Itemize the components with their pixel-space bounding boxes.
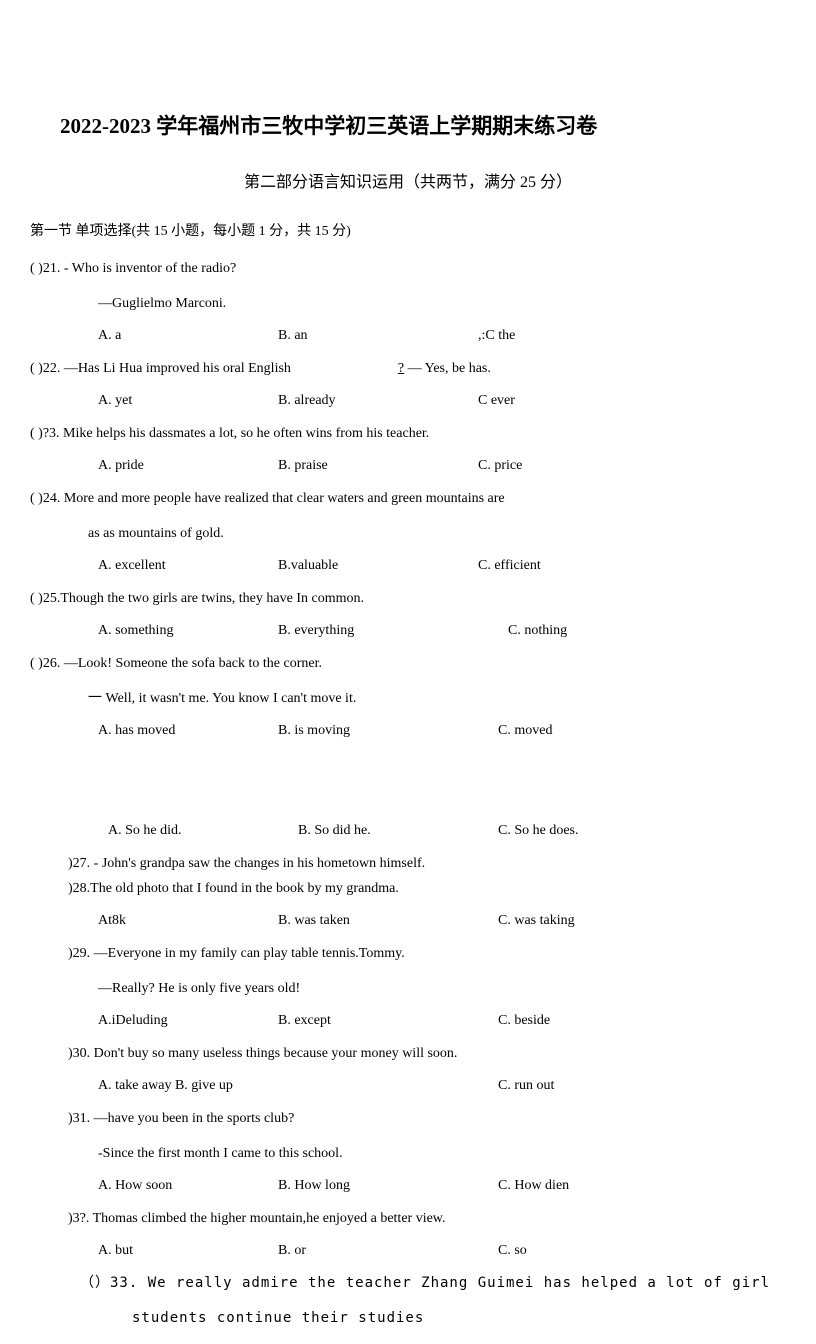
q28-options: At8k B. was taken C. was taking (30, 913, 786, 929)
q24-text: ( )24. More and more people have realize… (30, 488, 786, 509)
section-header: 第一节 单项选择(共 15 小题，每小题 1 分，共 15 分) (30, 220, 786, 240)
q22-opt-a: A. yet (98, 393, 278, 409)
q28-text: )28.The old photo that I found in the bo… (30, 878, 786, 899)
q31-opt-a: A. How soon (98, 1178, 278, 1194)
q22-blank: ? (398, 361, 404, 376)
q22-text: ( )22. —Has Li Hua improved his oral Eng… (30, 358, 786, 379)
q24-line2: as as mountains of gold. (30, 523, 786, 544)
q21-options: A. a B. an ,:C the (30, 328, 786, 344)
q33-text: （）33. We really admire the teacher Zhang… (30, 1273, 786, 1294)
q26-opt-b: B. is moving (278, 723, 498, 739)
q23-opt-c: C. price (478, 458, 786, 474)
q24-options: A. excellent B.valuable C. efficient (30, 558, 786, 574)
q32-opt-c: C. so (498, 1243, 786, 1259)
q29-opt-b: B. except (278, 1013, 498, 1029)
q32-opt-a: A. but (98, 1243, 278, 1259)
q23-text: ( )?3. Mike helps his dassmates a lot, s… (30, 423, 786, 444)
question-24: ( )24. More and more people have realize… (30, 488, 786, 574)
q30-opt-c: C. run out (498, 1078, 786, 1094)
q26-options: A. has moved B. is moving C. moved (30, 723, 786, 739)
question-29: )29. —Everyone in my family can play tab… (30, 943, 786, 1029)
q27-text: )27. - John's grandpa saw the changes in… (30, 853, 786, 874)
q27pre-options: A. So he did. B. So did he. C. So he doe… (30, 823, 786, 839)
question-30: )30. Don't buy so many useless things be… (30, 1043, 786, 1094)
q32-options: A. but B. or C. so (30, 1243, 786, 1259)
q30-opt-ab: A. take away B. give up (98, 1078, 498, 1094)
q24-opt-b: B.valuable (278, 558, 478, 574)
q32-text: )3?. Thomas climbed the higher mountain,… (30, 1208, 786, 1229)
q29-opt-c: C. beside (498, 1013, 786, 1029)
question-27-pre: A. So he did. B. So did he. C. So he doe… (30, 823, 786, 839)
q33-line2: students continue their studies (30, 1308, 786, 1329)
question-22: ( )22. —Has Li Hua improved his oral Eng… (30, 358, 786, 409)
q31-opt-c: C. How dien (498, 1178, 786, 1194)
q28-opt-c: C. was taking (498, 913, 786, 929)
q27pre-opt-c: C. So he does. (498, 823, 786, 839)
q29-options: A.iDeluding B. except C. beside (30, 1013, 786, 1029)
q22-options: A. yet B. already C ever (30, 393, 786, 409)
q30-text: )30. Don't buy so many useless things be… (30, 1043, 786, 1064)
q26-text: ( )26. —Look! Someone the sofa back to t… (30, 653, 786, 674)
q25-options: A. something B. everything C. nothing (30, 623, 786, 639)
q28-opt-a: At8k (98, 913, 278, 929)
q22-opt-c: C ever (478, 393, 786, 409)
question-33: （）33. We really admire the teacher Zhang… (30, 1273, 786, 1329)
q31-opt-b: B. How long (278, 1178, 498, 1194)
q26-opt-c: C. moved (498, 723, 786, 739)
exam-title: 2022-2023 学年福州市三牧中学初三英语上学期期末练习卷 (30, 110, 786, 140)
q31-text: )31. —have you been in the sports club? (30, 1108, 786, 1129)
q25-opt-a: A. something (98, 623, 278, 639)
q25-opt-c: C. nothing (508, 623, 786, 639)
q24-opt-c: C. efficient (478, 558, 786, 574)
q31-line2: -Since the first month I came to this sc… (30, 1143, 786, 1164)
q29-line2: —Really? He is only five years old! (30, 978, 786, 999)
q26-line2: 一 Well, it wasn't me. You know I can't m… (30, 688, 786, 709)
q21-opt-a: A. a (98, 328, 278, 344)
q29-text: )29. —Everyone in my family can play tab… (30, 943, 786, 964)
q23-opt-b: B. praise (278, 458, 478, 474)
q21-opt-b: B. an (278, 328, 478, 344)
q22-after: — Yes, be has. (408, 361, 491, 376)
question-21: ( )21. - Who is inventor of the radio? —… (30, 258, 786, 344)
question-31: )31. —have you been in the sports club? … (30, 1108, 786, 1194)
q32-opt-b: B. or (278, 1243, 498, 1259)
question-26: ( )26. —Look! Someone the sofa back to t… (30, 653, 786, 739)
q21-opt-c: ,:C the (478, 328, 786, 344)
q23-options: A. pride B. praise C. price (30, 458, 786, 474)
question-32: )3?. Thomas climbed the higher mountain,… (30, 1208, 786, 1259)
q22-opt-b: B. already (278, 393, 478, 409)
q23-opt-a: A. pride (98, 458, 278, 474)
q25-opt-b: B. everything (278, 623, 508, 639)
q28-opt-b: B. was taken (278, 913, 498, 929)
q30-options: A. take away B. give up C. run out (30, 1078, 786, 1094)
q21-text: ( )21. - Who is inventor of the radio? (30, 258, 786, 279)
exam-subtitle: 第二部分语言知识运用（共两节，满分 25 分） (30, 168, 786, 192)
question-25: ( )25.Though the two girls are twins, th… (30, 588, 786, 639)
q26-opt-a: A. has moved (98, 723, 278, 739)
q24-opt-a: A. excellent (98, 558, 278, 574)
q27pre-opt-a: A. So he did. (108, 823, 298, 839)
q27pre-opt-b: B. So did he. (298, 823, 498, 839)
question-23: ( )?3. Mike helps his dassmates a lot, s… (30, 423, 786, 474)
question-28: )28.The old photo that I found in the bo… (30, 878, 786, 929)
q31-options: A. How soon B. How long C. How dien (30, 1178, 786, 1194)
q25-text: ( )25.Though the two girls are twins, th… (30, 588, 786, 609)
q22-stem: ( )22. —Has Li Hua improved his oral Eng… (30, 361, 291, 376)
q29-opt-a: A.iDeluding (98, 1013, 278, 1029)
q21-line2: —Guglielmo Marconi. (30, 293, 786, 314)
